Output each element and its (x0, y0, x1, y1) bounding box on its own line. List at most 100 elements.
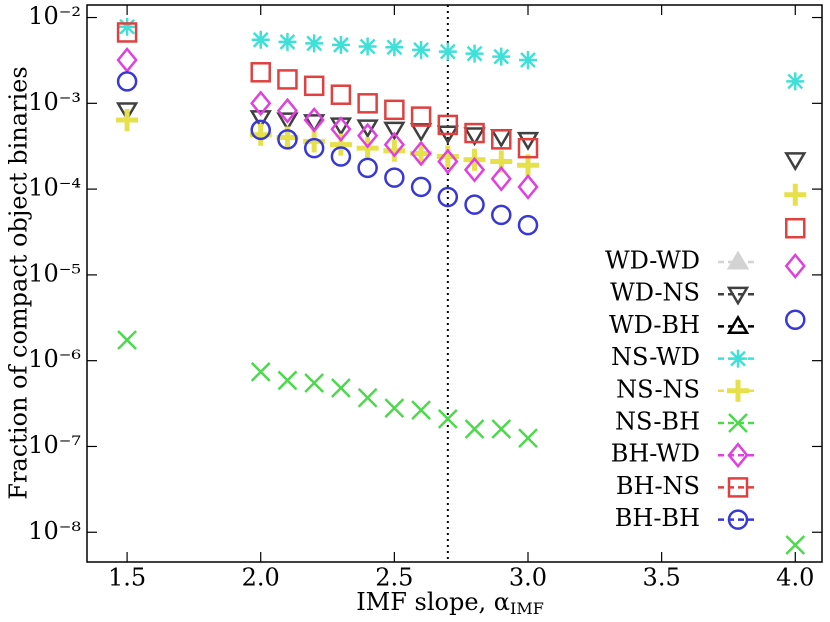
legend-label: WD-BH (609, 311, 700, 339)
x-tick-label: 2.0 (242, 564, 280, 592)
legend-label: NS-BH (615, 408, 700, 436)
data-point (383, 131, 405, 158)
data-point (784, 152, 807, 172)
data-point (303, 75, 325, 97)
data-point (519, 50, 537, 69)
data-point (277, 370, 298, 391)
data-point (437, 186, 459, 208)
x-tick-label: 1.5 (108, 564, 146, 592)
data-point (465, 44, 484, 63)
data-point (383, 139, 406, 162)
data-point (463, 156, 486, 183)
data-point (437, 148, 459, 175)
data-point (357, 157, 378, 179)
data-point (357, 387, 378, 408)
data-point (250, 62, 271, 83)
data-point (303, 137, 325, 159)
data-point (357, 93, 378, 114)
data-point (305, 34, 324, 53)
data-point (410, 176, 432, 198)
data-point (517, 214, 539, 236)
legend-marker (729, 349, 747, 368)
data-point (330, 84, 352, 105)
data-point (357, 122, 379, 149)
data-point (115, 102, 139, 122)
x-label-main: IMF slope, α (356, 588, 510, 616)
data-point (249, 110, 272, 130)
data-point (329, 133, 352, 156)
data-point (278, 32, 297, 51)
y-tick-label: 10⁻² (28, 2, 81, 30)
y-tick-label: 10⁻⁵ (28, 259, 81, 287)
legend-label: WD-NS (610, 279, 700, 307)
data-point (492, 47, 511, 66)
data-point (784, 253, 806, 279)
legend-marker (726, 250, 750, 270)
data-point (785, 535, 806, 555)
data-point (277, 69, 298, 90)
legend-label: BH-BH (615, 504, 700, 532)
x-tick-label: 3.5 (643, 564, 681, 592)
data-point (410, 140, 432, 167)
data-point (116, 47, 138, 73)
data-point (491, 419, 512, 439)
data-point (250, 119, 271, 141)
legend-marker (727, 442, 749, 469)
data-point (384, 167, 405, 188)
legend-marker (727, 477, 749, 498)
data-point (276, 97, 299, 124)
data-point (358, 37, 377, 56)
legend-label: BH-NS (616, 472, 700, 500)
data-point (276, 112, 299, 132)
data-point (251, 30, 270, 49)
data-point (331, 35, 350, 54)
data-point (516, 131, 540, 151)
data-point (464, 419, 485, 439)
data-point (517, 173, 539, 200)
x-axis-label: IMF slope, αIMF (356, 588, 544, 618)
data-point (438, 42, 457, 61)
data-point (250, 90, 272, 117)
x-tick-label: 3.0 (509, 564, 547, 592)
y-tick-label: 10⁻⁶ (28, 345, 81, 373)
plot-frame (86, 4, 823, 563)
legend-marker (726, 314, 750, 334)
data-point (410, 142, 433, 165)
data-point (385, 38, 404, 57)
data-point (491, 129, 512, 150)
data-point (464, 194, 485, 215)
data-point (412, 40, 431, 59)
data-point (331, 378, 351, 398)
data-point (784, 183, 807, 206)
data-point (786, 72, 805, 91)
legend-label: WD-WD (605, 247, 700, 275)
data-point (303, 106, 325, 133)
data-point (330, 146, 352, 167)
legend-marker (726, 286, 750, 306)
data-point (330, 116, 352, 143)
data-point (383, 121, 406, 141)
data-point (785, 217, 806, 239)
data-point (384, 99, 405, 121)
legend-label: BH-WD (611, 440, 700, 468)
data-point (302, 114, 326, 134)
y-axis-label: Fraction of compact object binaries (5, 66, 33, 499)
data-point (118, 17, 137, 36)
data-point (411, 400, 431, 421)
data-point (463, 127, 486, 147)
data-point (116, 71, 138, 92)
x-tick-label: 4.0 (776, 564, 814, 592)
data-point (116, 22, 138, 43)
x-tick-label: 2.5 (375, 564, 413, 592)
legend-label: NS-NS (616, 375, 700, 403)
data-point (464, 122, 485, 144)
data-point (410, 106, 432, 127)
data-point (277, 129, 298, 150)
legend-marker (728, 413, 748, 433)
y-tick-label: 10⁻⁸ (28, 517, 81, 545)
data-point (437, 408, 458, 429)
data-point (518, 428, 538, 449)
data-point (384, 398, 405, 418)
data-point (304, 373, 325, 393)
data-point (437, 114, 459, 136)
